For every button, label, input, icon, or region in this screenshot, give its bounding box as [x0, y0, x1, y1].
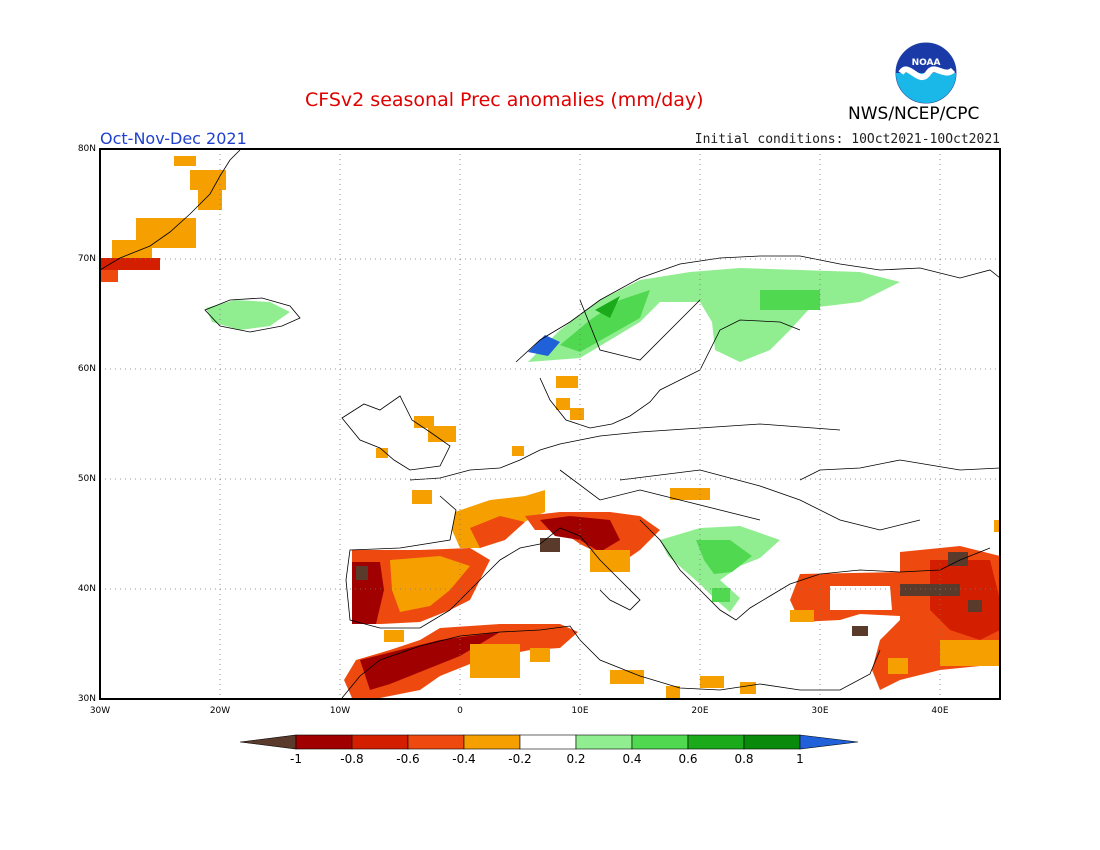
- lon-label: 10E: [571, 706, 589, 716]
- colorbar-high-arrow: [799, 734, 859, 750]
- lon-label: 30W: [89, 706, 111, 716]
- colorbar-bin: [631, 734, 689, 750]
- graticule: [100, 149, 1000, 699]
- lon-label: 20W: [209, 706, 231, 716]
- colorbar: [239, 734, 859, 750]
- colorbar-label: -0.4: [452, 752, 476, 766]
- colorbar-label: 0.4: [622, 752, 642, 766]
- map-frame: [99, 148, 1001, 700]
- agency-label: NWS/NCEP/CPC: [848, 104, 980, 124]
- lon-label: 40E: [931, 706, 949, 716]
- lon-label: 30E: [811, 706, 829, 716]
- colorbar-bin: [575, 734, 633, 750]
- noaa-logo-text: NOAA: [912, 58, 941, 68]
- colorbar-label: 1: [796, 752, 804, 766]
- lon-label: 0: [457, 706, 463, 716]
- colorbar-bin: [463, 734, 521, 750]
- colorbar-bin: [295, 734, 353, 750]
- colorbar-label: 0.2: [566, 752, 586, 766]
- lon-label: 10W: [329, 706, 351, 716]
- colorbar-low-arrow: [239, 734, 297, 750]
- colorbar-bin: [351, 734, 409, 750]
- coastlines: [100, 149, 1000, 699]
- lat-label: 50N: [77, 474, 96, 484]
- colorbar-bin: [687, 734, 745, 750]
- colorbar-label: -0.8: [340, 752, 364, 766]
- initial-conditions: Initial conditions: 10Oct2021-10Oct2021: [694, 132, 1000, 147]
- map-title: CFSv2 seasonal Prec anomalies (mm/day): [305, 89, 704, 111]
- lat-label: 70N: [77, 254, 96, 264]
- anomaly-shading: [100, 156, 1000, 698]
- colorbar-label: 0.6: [678, 752, 698, 766]
- colorbar-bin: [519, 734, 577, 750]
- lat-label: 30N: [77, 694, 96, 704]
- noaa-logo: NOAA: [895, 42, 957, 104]
- colorbar-label: -0.6: [396, 752, 420, 766]
- forecast-period: Oct-Nov-Dec 2021: [100, 129, 247, 148]
- lon-label: 20E: [691, 706, 709, 716]
- lat-label: 60N: [77, 364, 96, 374]
- lat-label: 40N: [77, 584, 96, 594]
- colorbar-label: -0.2: [508, 752, 532, 766]
- colorbar-bin: [407, 734, 465, 750]
- colorbar-label: -1: [290, 752, 302, 766]
- lat-label: 80N: [77, 144, 96, 154]
- colorbar-label: 0.8: [734, 752, 754, 766]
- colorbar-bin: [743, 734, 801, 750]
